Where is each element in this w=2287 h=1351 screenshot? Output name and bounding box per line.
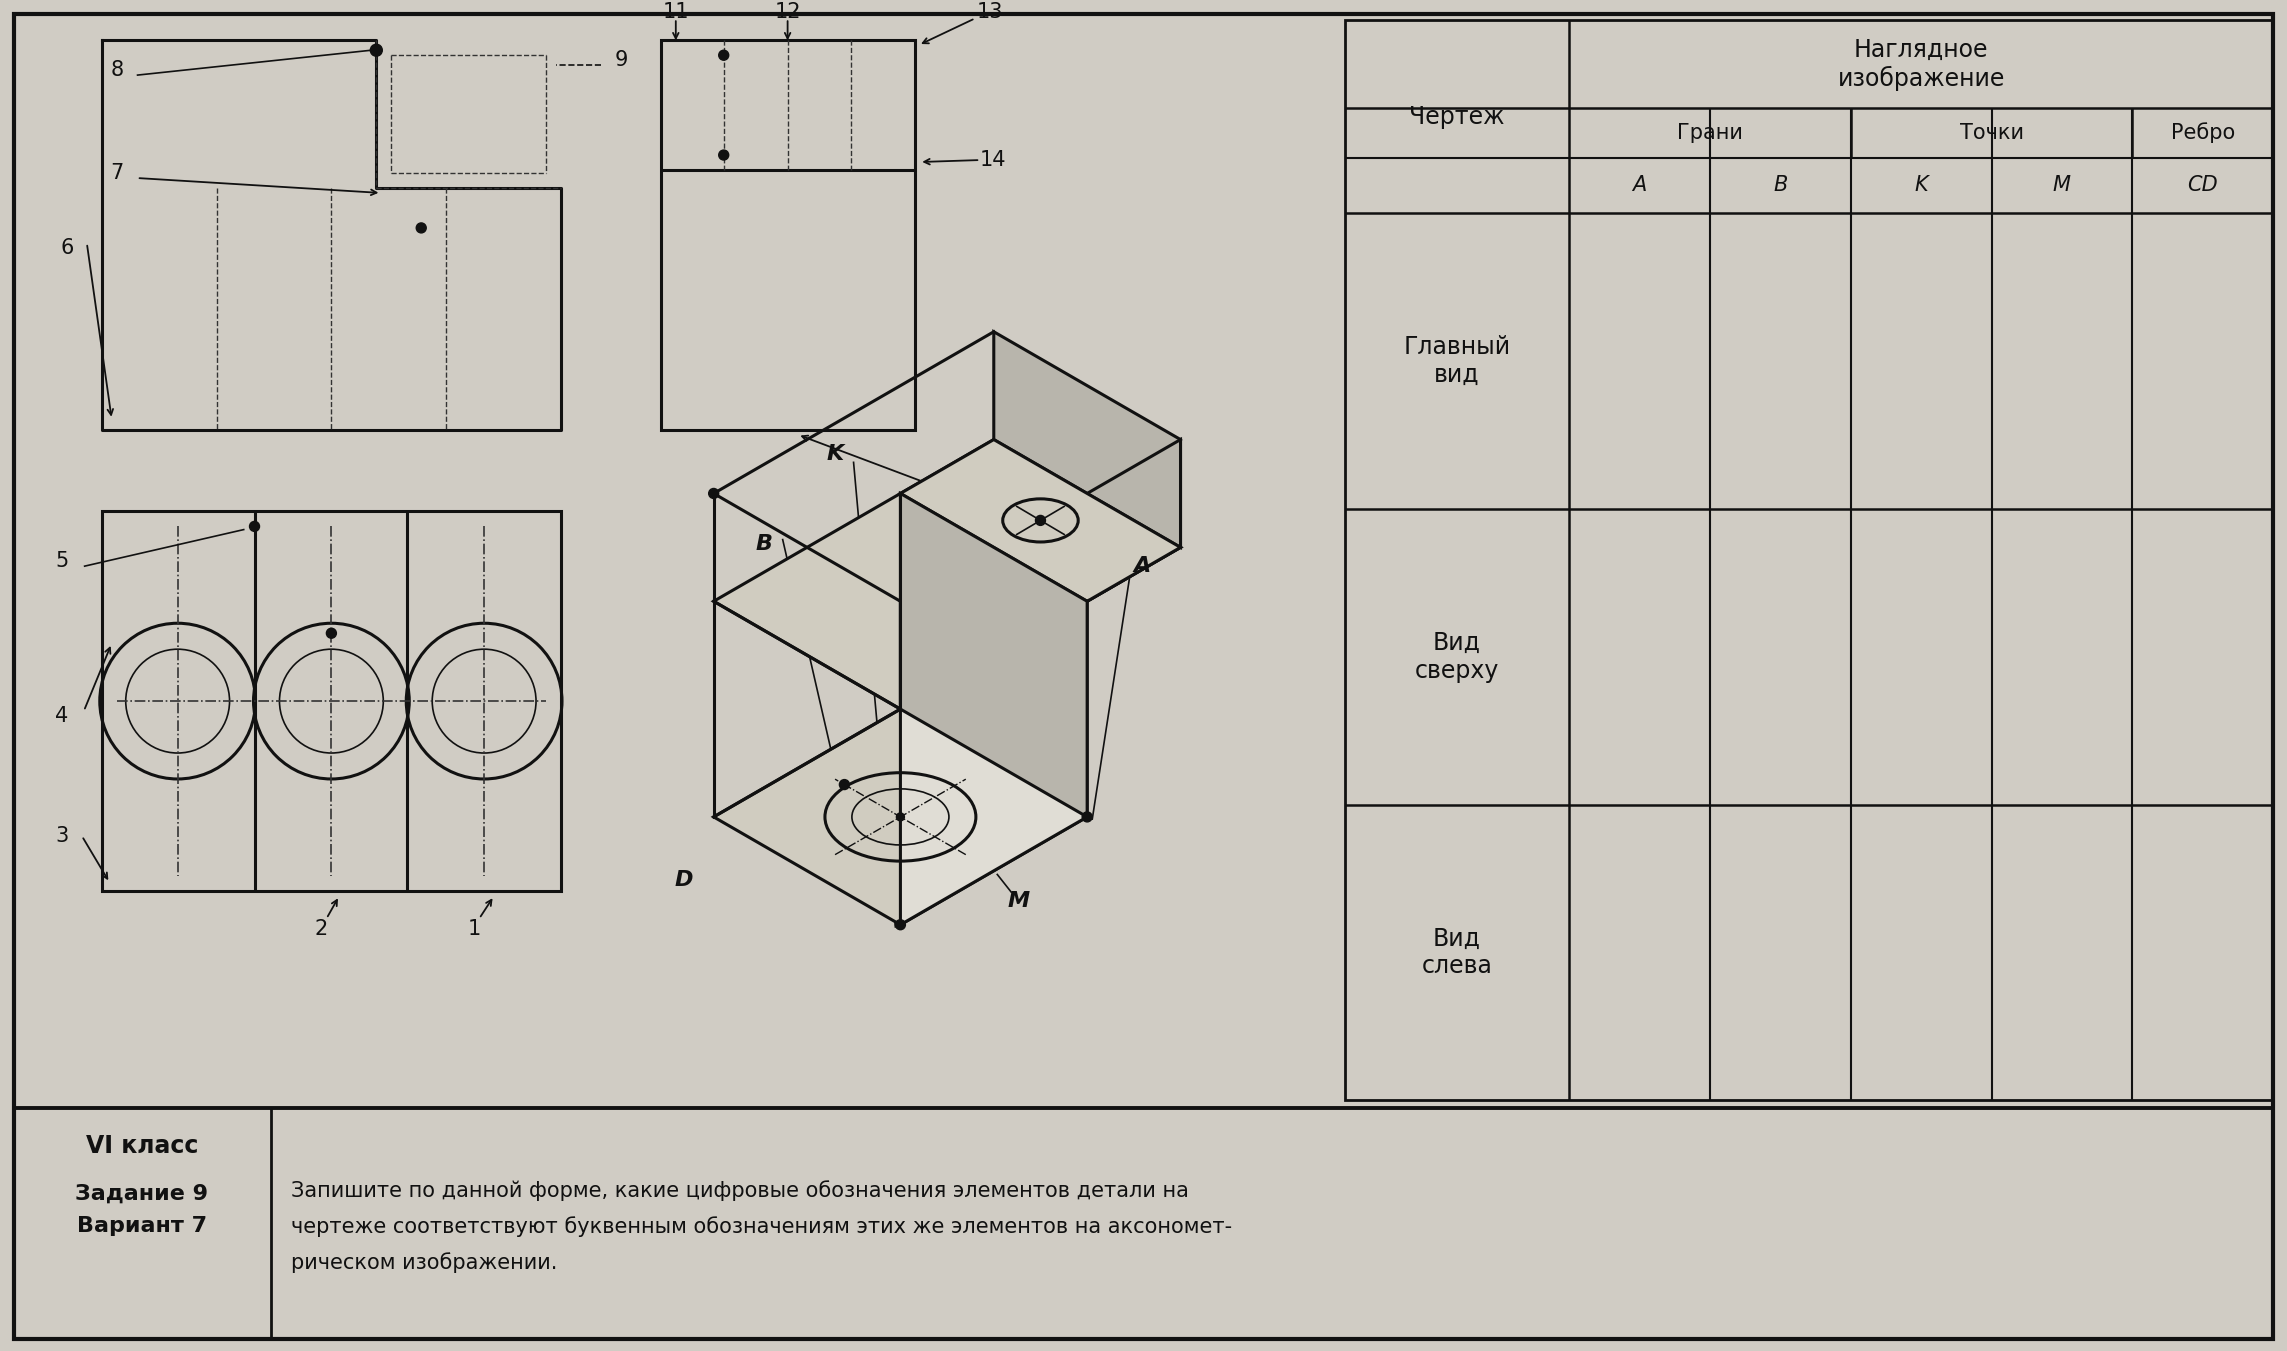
- Text: Задание 9: Задание 9: [75, 1183, 208, 1204]
- Text: 15: 15: [922, 485, 949, 504]
- Polygon shape: [901, 601, 1086, 924]
- Text: 11: 11: [663, 3, 688, 22]
- Text: 5: 5: [55, 551, 69, 571]
- Circle shape: [249, 521, 258, 531]
- Text: 9: 9: [615, 50, 627, 70]
- Text: CD: CD: [2186, 176, 2218, 196]
- Bar: [103, 512, 560, 890]
- Circle shape: [709, 489, 718, 499]
- Text: M: M: [1009, 890, 1029, 911]
- Circle shape: [718, 150, 730, 159]
- Circle shape: [897, 920, 906, 929]
- Circle shape: [1036, 516, 1045, 526]
- Text: Грани: Грани: [1676, 123, 1743, 143]
- Text: 7: 7: [110, 163, 123, 182]
- Text: 3: 3: [55, 825, 69, 846]
- Text: B: B: [757, 534, 773, 554]
- Text: 14: 14: [981, 150, 1006, 170]
- Text: D: D: [675, 870, 693, 890]
- Circle shape: [327, 628, 336, 638]
- Text: Главный
вид: Главный вид: [1404, 335, 1509, 386]
- Text: 2: 2: [316, 919, 327, 939]
- Text: VI класс: VI класс: [85, 1135, 199, 1158]
- Polygon shape: [901, 439, 1180, 601]
- Polygon shape: [714, 709, 1086, 924]
- Text: 4: 4: [55, 707, 69, 725]
- Text: Чертеж: Чертеж: [1409, 104, 1505, 128]
- Text: 6: 6: [59, 238, 73, 258]
- Text: A: A: [1633, 176, 1647, 196]
- Polygon shape: [714, 439, 1180, 709]
- Circle shape: [416, 223, 425, 232]
- Text: K: K: [828, 443, 844, 463]
- Polygon shape: [995, 332, 1180, 547]
- Text: K: K: [1914, 176, 1928, 196]
- Bar: [661, 41, 915, 430]
- Text: 13: 13: [977, 3, 1004, 22]
- Circle shape: [1082, 812, 1093, 821]
- Text: Запишите по данной форме, какие цифровые обозначения элементов детали на
чертеже: Запишите по данной форме, какие цифровые…: [290, 1179, 1233, 1273]
- Text: M: M: [2054, 176, 2072, 196]
- Text: A: A: [1134, 557, 1150, 577]
- Text: Вид
слева: Вид слева: [1423, 927, 1493, 978]
- Circle shape: [718, 50, 730, 61]
- Polygon shape: [901, 493, 1086, 817]
- Text: 12: 12: [775, 3, 800, 22]
- Text: Точки: Точки: [1960, 123, 2024, 143]
- Text: Ребро: Ребро: [2170, 123, 2234, 143]
- Text: 8: 8: [110, 61, 123, 80]
- Circle shape: [839, 780, 848, 789]
- Text: Вид
сверху: Вид сверху: [1416, 631, 1500, 682]
- Bar: [1345, 20, 2273, 1101]
- Text: 1: 1: [467, 919, 480, 939]
- Polygon shape: [901, 439, 1180, 709]
- Text: Наглядное
изображение: Наглядное изображение: [1836, 38, 2006, 91]
- Circle shape: [370, 45, 382, 57]
- Circle shape: [897, 813, 903, 821]
- Text: B: B: [1772, 176, 1788, 196]
- Text: Вариант 7: Вариант 7: [78, 1216, 206, 1236]
- Text: C: C: [1041, 793, 1057, 813]
